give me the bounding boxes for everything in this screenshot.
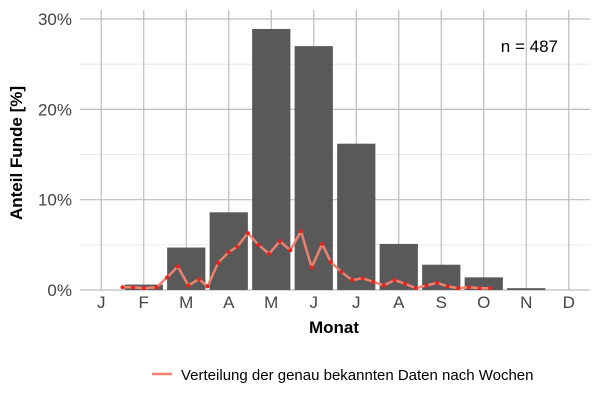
bar-11 bbox=[507, 288, 546, 290]
weekly-point-5 bbox=[165, 275, 170, 280]
weekly-point-25 bbox=[371, 279, 376, 284]
weekly-point-21 bbox=[328, 260, 333, 264]
weekly-point-8 bbox=[197, 277, 201, 282]
legend: Verteilung der genau bekannten Daten nac… bbox=[152, 367, 534, 384]
weekly-point-6 bbox=[175, 264, 180, 269]
weekly-point-16 bbox=[277, 239, 282, 244]
weekly-point-18 bbox=[299, 229, 303, 234]
x-tick-label: A bbox=[223, 293, 235, 312]
y-tick-label: 20% bbox=[38, 100, 72, 119]
weekly-point-36 bbox=[488, 286, 493, 291]
weekly-point-19 bbox=[309, 265, 314, 270]
x-tick-label: N bbox=[520, 293, 532, 312]
bar-7 bbox=[337, 143, 376, 290]
x-tick-label: D bbox=[563, 293, 575, 312]
x-tick-label: S bbox=[436, 293, 447, 312]
weekly-point-15 bbox=[267, 251, 272, 256]
weekly-point-10 bbox=[216, 260, 221, 265]
weekly-point-20 bbox=[320, 241, 325, 246]
y-tick-label: 30% bbox=[38, 10, 72, 29]
y-axis-title: Anteil Funde [%] bbox=[7, 86, 26, 220]
weekly-point-13 bbox=[245, 231, 250, 236]
weekly-point-9 bbox=[205, 284, 210, 289]
weekly-point-3 bbox=[141, 286, 146, 291]
x-tick-label: J bbox=[310, 293, 319, 312]
weekly-point-22 bbox=[339, 269, 344, 274]
x-tick-label: M bbox=[264, 293, 278, 312]
weekly-point-12 bbox=[235, 244, 240, 249]
sample-size-annotation: n = 487 bbox=[501, 37, 558, 56]
weekly-point-14 bbox=[256, 242, 261, 247]
weekly-point-29 bbox=[413, 286, 418, 291]
y-tick-label: 10% bbox=[38, 191, 72, 210]
weekly-point-32 bbox=[445, 284, 450, 289]
weekly-point-2 bbox=[131, 285, 136, 290]
x-tick-label: O bbox=[477, 293, 490, 312]
weekly-point-28 bbox=[403, 281, 408, 286]
weekly-point-35 bbox=[477, 286, 482, 291]
y-tick-labels: 0% 10% 20% 30% bbox=[38, 10, 72, 300]
bar-6 bbox=[294, 46, 333, 291]
weekly-point-31 bbox=[435, 280, 439, 285]
x-tick-label: J bbox=[97, 293, 106, 312]
legend-label: Verteilung der genau bekannten Daten nac… bbox=[181, 367, 534, 384]
x-tick-label: M bbox=[179, 293, 193, 312]
weekly-point-27 bbox=[392, 278, 397, 283]
weekly-point-34 bbox=[466, 285, 471, 290]
x-tick-label: J bbox=[352, 293, 361, 312]
weekly-point-30 bbox=[424, 283, 429, 288]
weekly-point-26 bbox=[381, 283, 386, 288]
weekly-point-1 bbox=[120, 285, 125, 290]
weekly-point-23 bbox=[350, 278, 354, 283]
x-axis-title: Monat bbox=[309, 318, 359, 337]
bars bbox=[124, 28, 546, 291]
weekly-point-7 bbox=[186, 283, 191, 288]
weekly-point-17 bbox=[288, 248, 293, 253]
weekly-points bbox=[120, 229, 493, 291]
x-tick-label: F bbox=[139, 293, 149, 312]
weekly-point-11 bbox=[226, 250, 231, 255]
x-tick-label: A bbox=[393, 293, 405, 312]
bar-8 bbox=[379, 243, 418, 290]
weekly-point-4 bbox=[154, 285, 159, 290]
weekly-point-33 bbox=[456, 286, 461, 291]
weekly-point-24 bbox=[360, 276, 365, 281]
y-tick-label: 0% bbox=[47, 281, 72, 300]
